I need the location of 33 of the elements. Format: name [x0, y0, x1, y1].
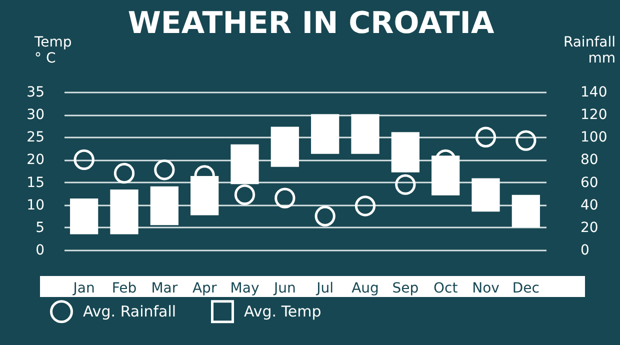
x-tick-label: Nov: [472, 280, 500, 296]
x-tick-label: May: [230, 280, 260, 296]
y-tick-label: 20: [26, 152, 44, 168]
y2-tick-label: 60: [580, 174, 598, 191]
y2-tick-label: 0: [580, 242, 590, 258]
y2-tick-label: 80: [580, 152, 598, 168]
y-tick-label: 25: [26, 130, 44, 146]
y-tick-label: 10: [26, 197, 44, 214]
legend-label: Avg. Rainfall: [83, 302, 176, 321]
y2-tick-label: 120: [580, 107, 608, 124]
y2-tick-label: 100: [580, 130, 608, 146]
x-tick-label: Feb: [112, 280, 137, 296]
legend-label: Avg. Temp: [244, 302, 322, 321]
y2-tick-label: 40: [580, 197, 598, 214]
y-tick-label: 0: [36, 242, 44, 258]
x-tick-label: Jul: [316, 280, 334, 296]
chart-title: WEATHER IN CROATIA: [128, 6, 495, 41]
x-tick-label: Jun: [272, 280, 296, 296]
x-tick-label: Apr: [192, 280, 217, 296]
x-tick-label: Jan: [72, 280, 95, 296]
y-tick-label: 5: [36, 220, 44, 236]
x-tick-label: Dec: [512, 280, 540, 296]
y-tick-label: 15: [26, 174, 44, 191]
x-tick-label: Sep: [392, 280, 419, 296]
y2-axis-title: Rainfall mm: [563, 34, 616, 66]
x-tick-label: Mar: [151, 280, 178, 296]
y-tick-label: 35: [26, 84, 44, 100]
y2-tick-label: 140: [580, 84, 608, 100]
y2-tick-label: 20: [580, 220, 598, 236]
y-axis-title: Temp ° C: [34, 34, 72, 66]
y-tick-label: 30: [26, 107, 44, 124]
x-tick-label: Oct: [433, 280, 458, 296]
x-tick-label: Aug: [352, 280, 379, 296]
